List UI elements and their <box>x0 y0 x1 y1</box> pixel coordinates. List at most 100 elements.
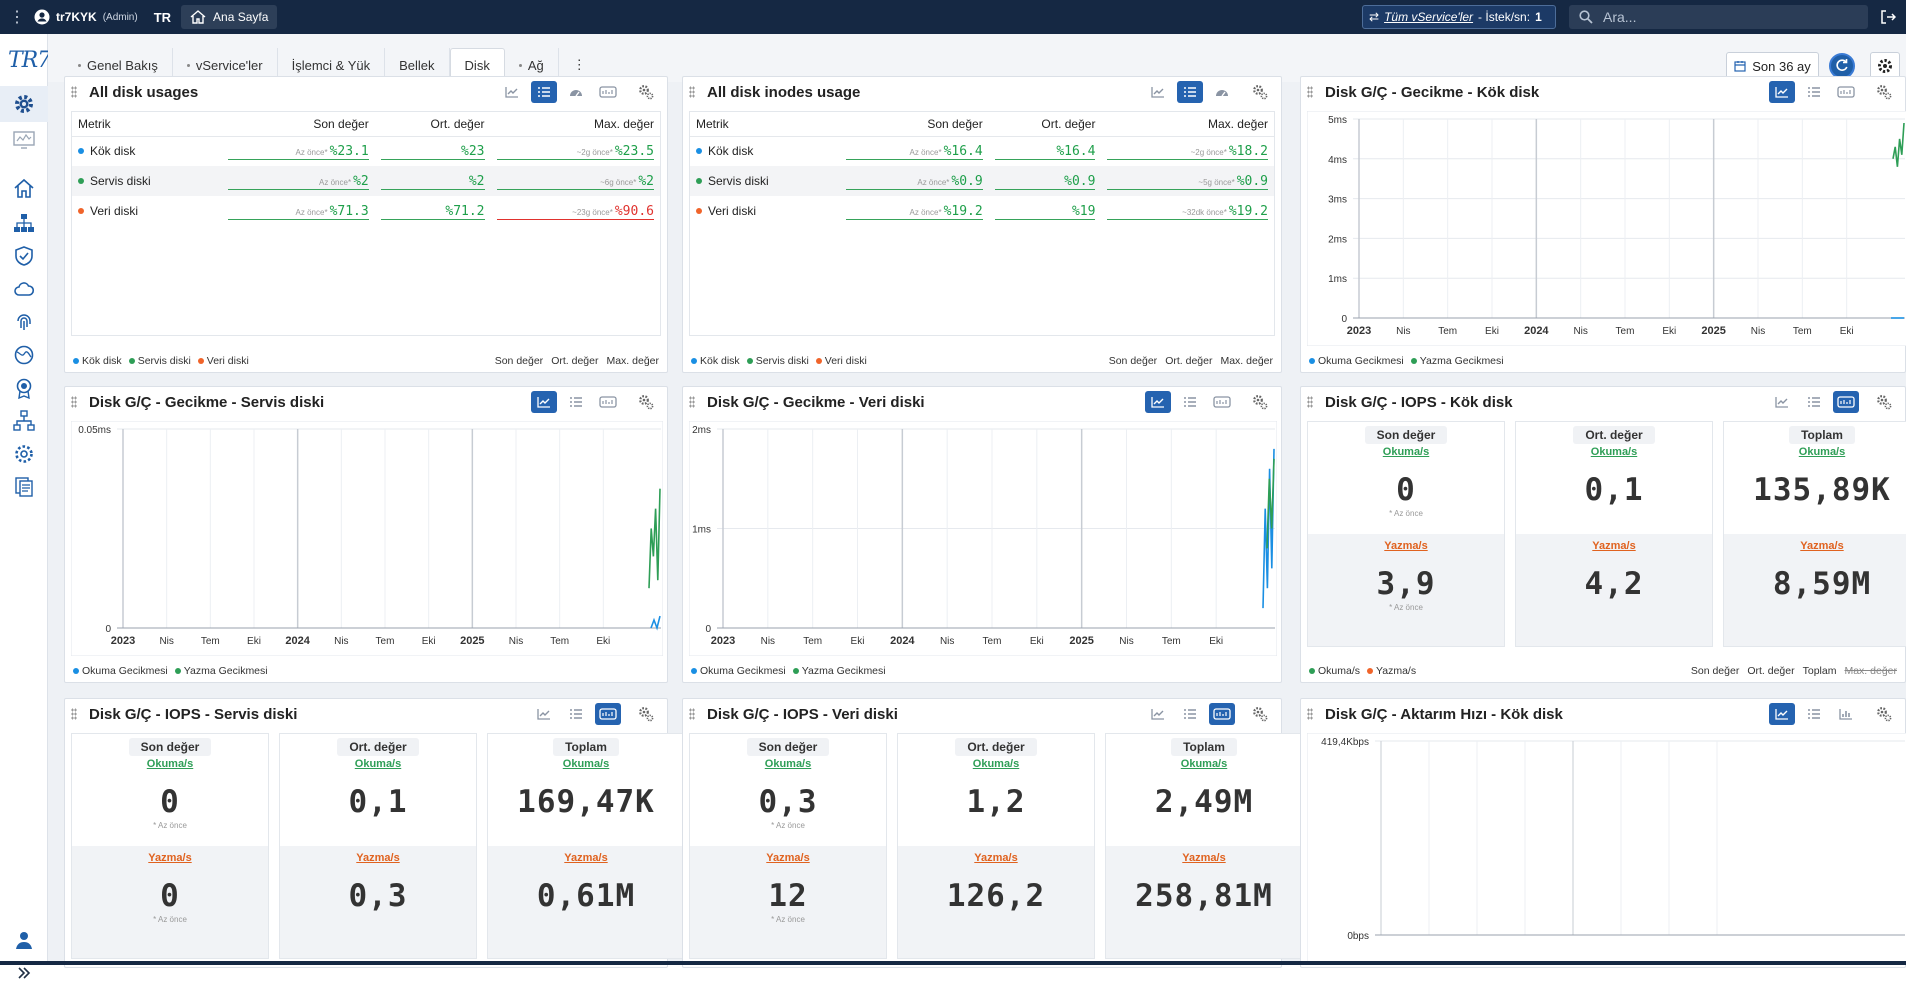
list-icon[interactable] <box>1801 81 1827 103</box>
footer-metric-last[interactable]: Son değer <box>494 355 544 367</box>
write-label[interactable]: Yazma/s <box>148 852 192 864</box>
gear-icon[interactable] <box>1247 391 1273 413</box>
read-label[interactable]: Okuma/s <box>354 758 402 770</box>
hierarchy-icon[interactable] <box>13 212 35 234</box>
search-input[interactable]: Ara... <box>1603 9 1637 25</box>
write-label[interactable]: Yazma/s <box>564 852 608 864</box>
tab-memory[interactable]: Bellek <box>385 48 450 82</box>
language-switch[interactable]: TR <box>153 9 172 25</box>
profile-icon[interactable] <box>13 929 35 951</box>
footer-metric-avg[interactable]: Ort. değer <box>551 355 599 367</box>
stat-card-icon[interactable] <box>1833 391 1859 413</box>
read-label[interactable]: Okuma/s <box>1590 446 1638 458</box>
list-icon[interactable] <box>1177 391 1203 413</box>
write-label[interactable]: Yazma/s <box>356 852 400 864</box>
legend-item[interactable]: Veri diski <box>197 355 249 367</box>
drag-handle[interactable] <box>689 708 695 720</box>
gear-icon[interactable] <box>633 391 659 413</box>
footer-metric-avg[interactable]: Ort. değer <box>1165 355 1213 367</box>
drag-handle[interactable] <box>1307 396 1313 408</box>
stat-card-icon[interactable] <box>595 703 621 725</box>
line-chart-icon[interactable] <box>1145 391 1171 413</box>
footer-metric-last[interactable]: Son değer <box>1690 665 1740 677</box>
list-icon[interactable] <box>1801 703 1827 725</box>
gauge-icon[interactable] <box>1209 81 1235 103</box>
globe-icon[interactable] <box>13 344 35 366</box>
home-button[interactable]: Ana Sayfa <box>181 5 278 29</box>
documents-icon[interactable] <box>13 476 35 498</box>
gear-icon[interactable] <box>633 81 659 103</box>
drag-handle[interactable] <box>1307 86 1313 98</box>
gear-icon[interactable] <box>1871 81 1897 103</box>
dashboard-settings-button[interactable] <box>1870 52 1900 80</box>
legend-item[interactable]: Yazma/s <box>1367 665 1416 677</box>
write-label[interactable]: Yazma/s <box>1182 852 1226 864</box>
drag-handle[interactable] <box>71 86 77 98</box>
tab-vservices[interactable]: vService'ler <box>173 48 278 82</box>
read-label[interactable]: Okuma/s <box>1382 446 1430 458</box>
settings-icon[interactable] <box>13 443 35 465</box>
list-icon[interactable] <box>531 81 557 103</box>
line-chart-icon[interactable] <box>531 703 557 725</box>
footer-metric-total[interactable]: Toplam <box>1802 665 1837 677</box>
gear-icon[interactable] <box>13 93 35 115</box>
list-icon[interactable] <box>1177 81 1203 103</box>
vservice-link[interactable]: Tüm vService'ler <box>1384 10 1474 24</box>
search-box[interactable]: Ara... <box>1569 5 1868 29</box>
stat-card-icon[interactable] <box>1833 81 1859 103</box>
monitor-icon[interactable] <box>13 129 35 151</box>
column-header[interactable]: Max. değer <box>490 112 660 137</box>
column-header[interactable]: Metrik <box>72 112 222 137</box>
read-label[interactable]: Okuma/s <box>1180 758 1228 770</box>
drag-handle[interactable] <box>689 396 695 408</box>
legend-item[interactable]: Okuma Gecikmesi <box>691 665 786 677</box>
drag-handle[interactable] <box>71 708 77 720</box>
user-menu[interactable]: tr7KYK (Admin) <box>34 9 138 25</box>
time-period-selector[interactable]: Son 36 ay <box>1726 52 1819 80</box>
vservice-selector[interactable]: ⇄ Tüm vService'ler - İstek/sn: 1 <box>1362 5 1556 29</box>
write-label[interactable]: Yazma/s <box>1800 540 1844 552</box>
tab-cpu-load[interactable]: İşlemci & Yük <box>278 48 386 82</box>
legend-item[interactable]: Okuma Gecikmesi <box>73 665 168 677</box>
column-header[interactable]: Son değer <box>840 112 989 137</box>
read-label[interactable]: Okuma/s <box>562 758 610 770</box>
legend-item[interactable]: Servis diski <box>128 355 191 367</box>
more-tabs-icon[interactable]: ⋮ <box>572 57 586 72</box>
write-label[interactable]: Yazma/s <box>974 852 1018 864</box>
legend-item[interactable]: Kök disk <box>691 355 740 367</box>
line-chart-icon[interactable] <box>1769 703 1795 725</box>
line-chart-icon[interactable] <box>1145 81 1171 103</box>
legend-item[interactable]: Yazma Gecikmesi <box>1410 355 1504 367</box>
list-icon[interactable] <box>1801 391 1827 413</box>
tab-overview[interactable]: Genel Bakış <box>64 48 173 82</box>
badge-icon[interactable] <box>13 377 35 399</box>
network-icon[interactable] <box>13 410 35 432</box>
gear-icon[interactable] <box>1247 703 1273 725</box>
line-chart-icon[interactable] <box>499 81 525 103</box>
column-header[interactable]: Ort. değer <box>988 112 1102 137</box>
legend-item[interactable]: Okuma Gecikmesi <box>1309 355 1404 367</box>
cloud-icon[interactable] <box>13 278 35 300</box>
read-label[interactable]: Okuma/s <box>764 758 812 770</box>
menu-icon[interactable]: ⋮ <box>9 9 25 26</box>
drag-handle[interactable] <box>71 396 77 408</box>
gear-icon[interactable] <box>633 703 659 725</box>
footer-metric-max[interactable]: Max. değer <box>606 355 659 367</box>
write-label[interactable]: Yazma/s <box>1384 540 1428 552</box>
gear-icon[interactable] <box>1247 81 1273 103</box>
logout-icon[interactable] <box>1880 9 1896 25</box>
list-icon[interactable] <box>1177 703 1203 725</box>
read-label[interactable]: Okuma/s <box>972 758 1020 770</box>
stat-card-icon[interactable] <box>595 81 621 103</box>
list-icon[interactable] <box>563 391 589 413</box>
legend-item[interactable]: Servis diski <box>746 355 809 367</box>
drag-handle[interactable] <box>1307 708 1313 720</box>
expand-icon[interactable] <box>13 962 35 984</box>
tab-network[interactable]: Ağ <box>505 48 559 82</box>
footer-metric-avg[interactable]: Ort. değer <box>1747 665 1795 677</box>
write-label[interactable]: Yazma/s <box>1592 540 1636 552</box>
stat-card-icon[interactable] <box>1209 391 1235 413</box>
footer-metric-max[interactable]: Max. değer <box>1220 355 1273 367</box>
line-chart-icon[interactable] <box>531 391 557 413</box>
gear-icon[interactable] <box>1871 703 1897 725</box>
